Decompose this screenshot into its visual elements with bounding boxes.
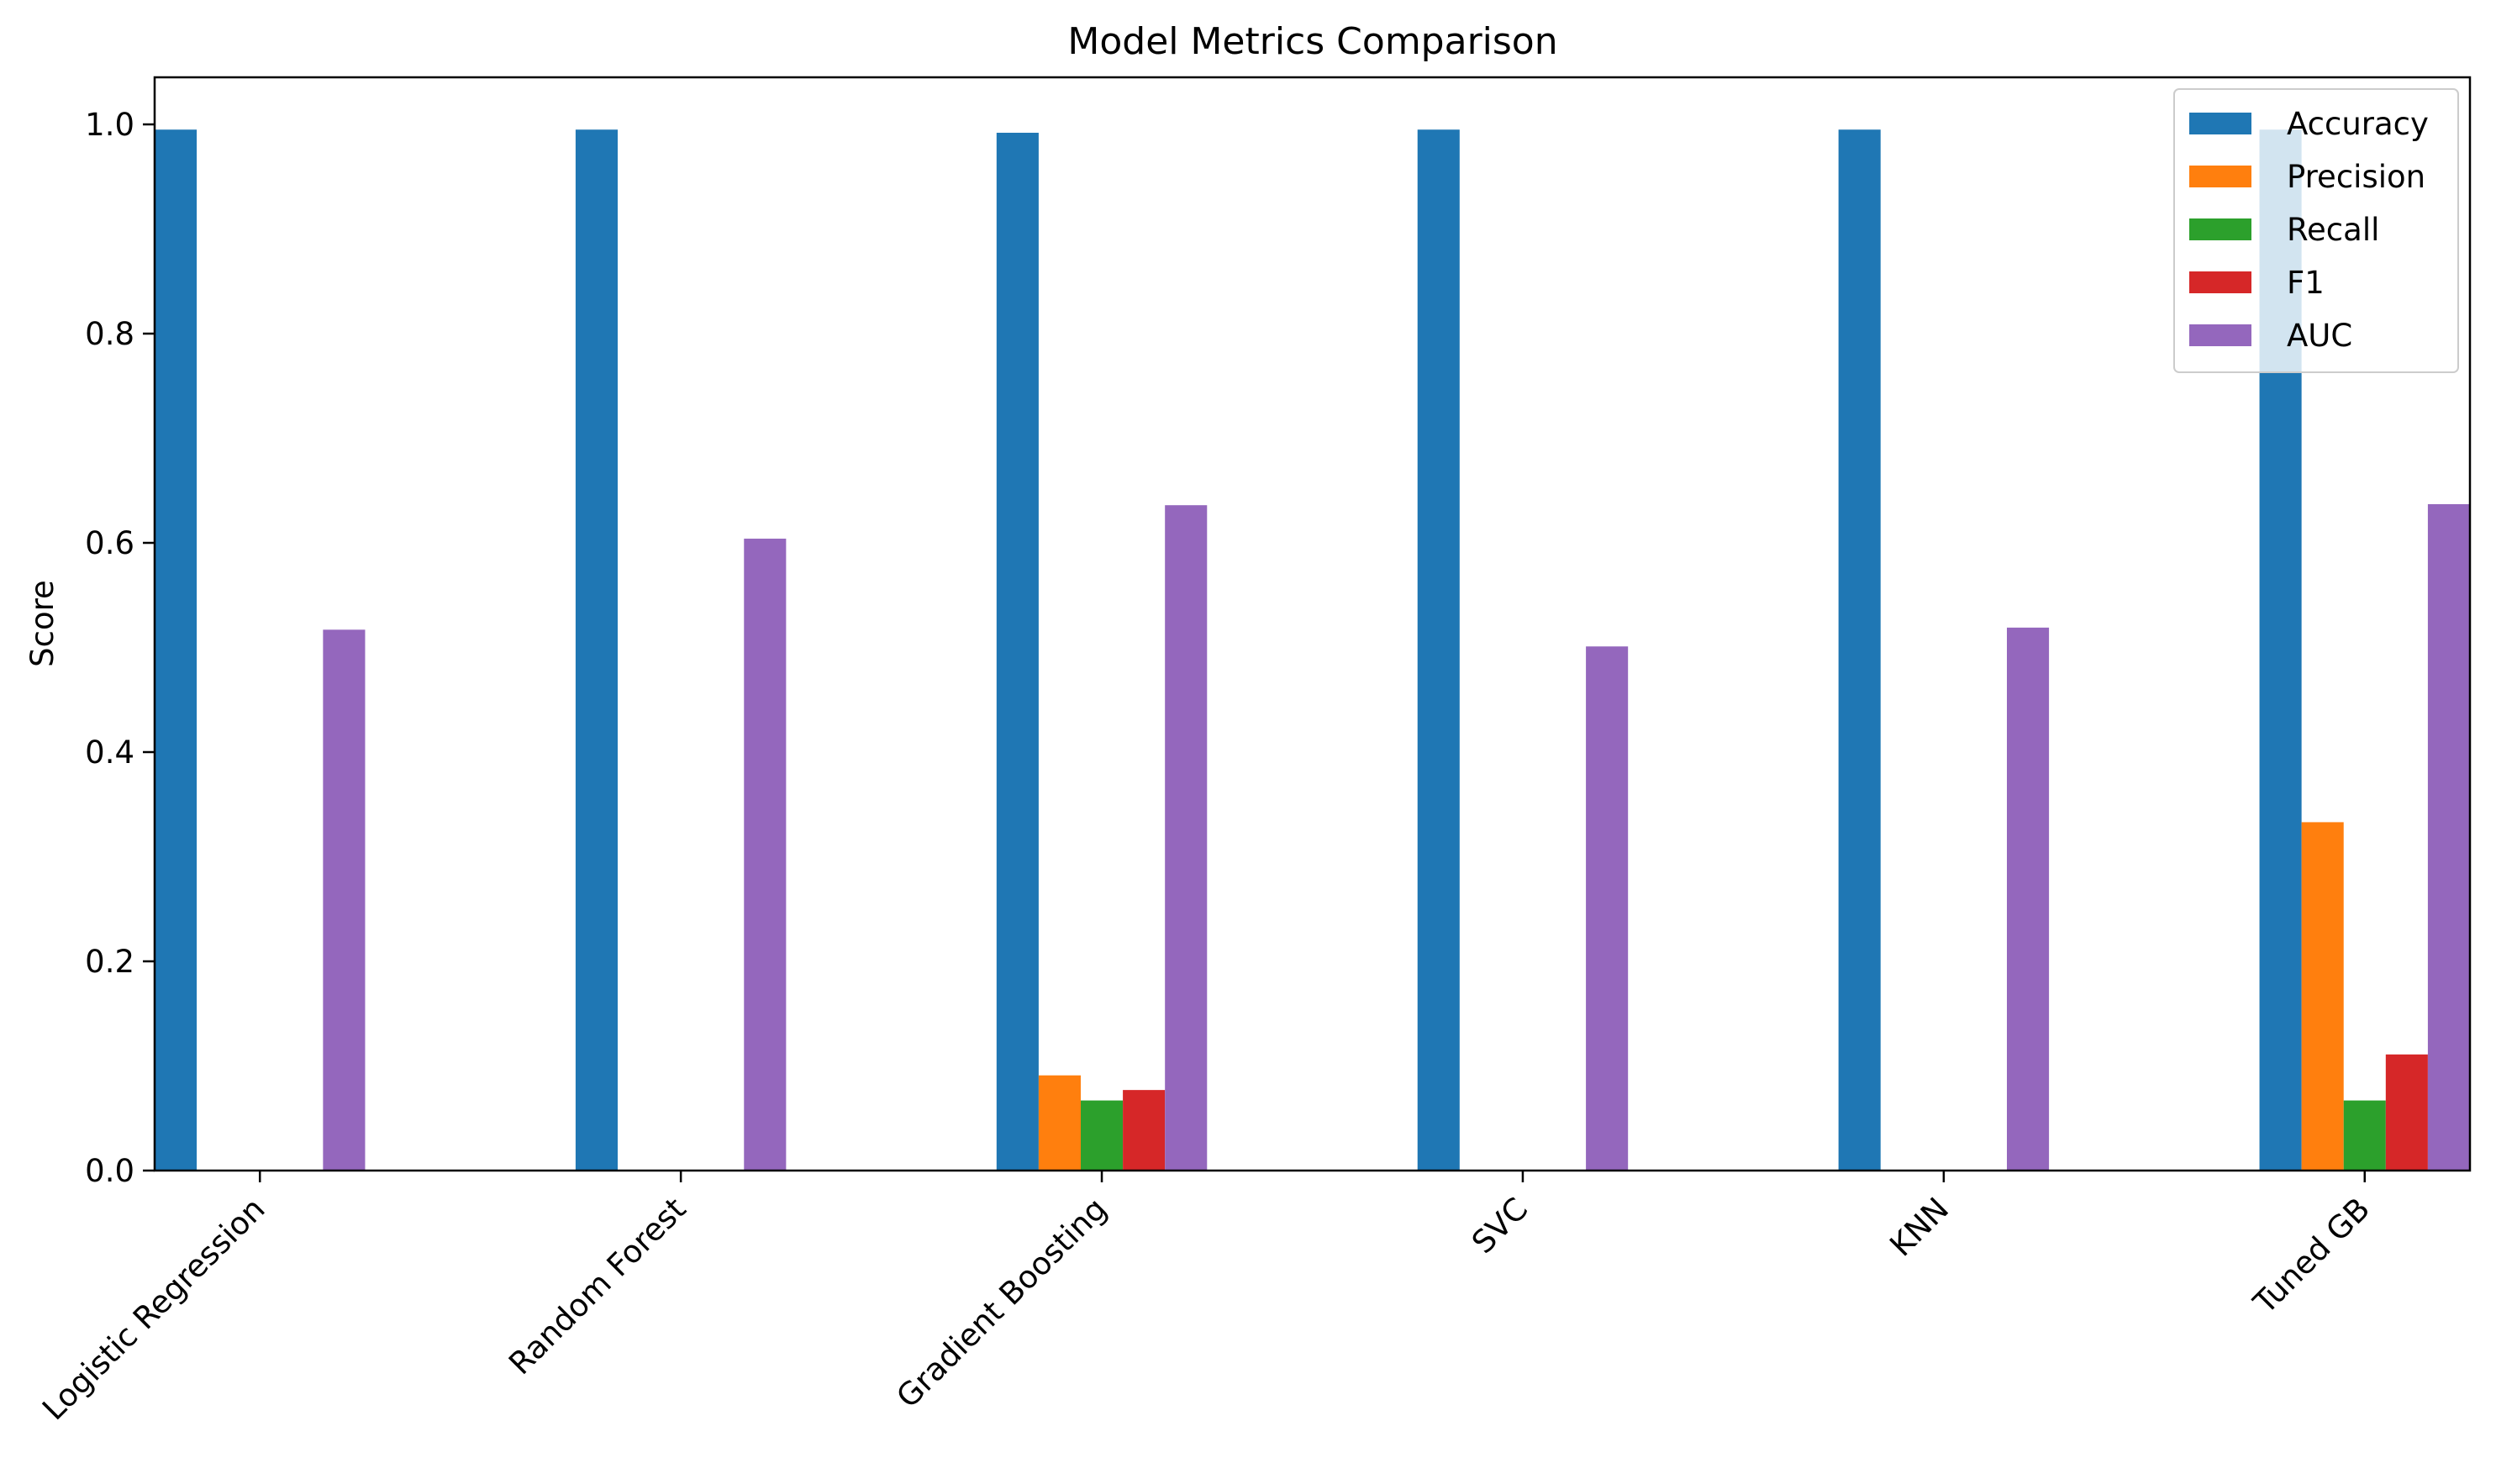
legend: Accuracy Precision Recall F1 AUC [2173, 88, 2459, 373]
bar-f1-2 [1123, 1090, 1166, 1171]
legend-swatch-f1 [2189, 271, 2251, 293]
bar-auc-2 [1165, 505, 1208, 1171]
bar-auc-4 [2007, 627, 2050, 1171]
legend-label-recall: Recall [2287, 212, 2379, 248]
y-tick-label: 0.6 [85, 525, 134, 561]
legend-label-precision: Precision [2287, 159, 2425, 195]
bar-recall-2 [1081, 1100, 1124, 1171]
bar-accuracy-4 [1838, 129, 1881, 1171]
bar-accuracy-0 [155, 129, 197, 1171]
y-axis: 0.0 0.2 0.4 0.6 0.8 1.0 [85, 107, 155, 1189]
legend-swatch-recall [2189, 218, 2251, 240]
chart-title: Model Metrics Comparison [1067, 20, 1557, 63]
y-tick-label: 0.8 [85, 316, 134, 352]
bar-f1-5 [2385, 1054, 2428, 1171]
legend-label-f1: F1 [2287, 265, 2325, 301]
bar-precision-2 [1038, 1075, 1081, 1171]
bar-accuracy-2 [996, 132, 1039, 1171]
bar-recall-5 [2343, 1100, 2386, 1171]
legend-label-auc: AUC [2287, 318, 2352, 354]
legend-label-accuracy: Accuracy [2287, 106, 2429, 142]
legend-box [2173, 88, 2459, 373]
bar-accuracy-3 [1417, 129, 1460, 1171]
bar-accuracy-1 [575, 129, 618, 1171]
bar-precision-5 [2301, 822, 2344, 1171]
legend-swatch-accuracy [2189, 113, 2251, 134]
bar-auc-0 [323, 629, 366, 1171]
bar-auc-3 [1586, 646, 1629, 1171]
bar-auc-5 [2427, 503, 2470, 1171]
bar-group [155, 129, 2470, 1171]
y-tick-label: 0.0 [85, 1153, 134, 1189]
y-tick-label: 0.2 [85, 944, 134, 980]
y-tick-label: 0.4 [85, 734, 134, 771]
bar-auc-1 [744, 539, 787, 1171]
legend-swatch-auc [2189, 324, 2251, 346]
y-axis-label: Score [24, 580, 61, 667]
legend-swatch-precision [2189, 166, 2251, 187]
y-tick-label: 1.0 [85, 107, 134, 143]
plot-frame [153, 76, 2472, 1172]
